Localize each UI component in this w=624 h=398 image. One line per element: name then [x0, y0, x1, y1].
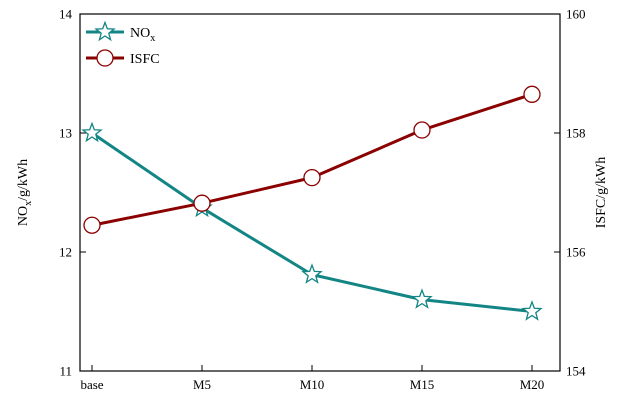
series-nox — [81, 121, 543, 321]
circle-marker — [523, 85, 541, 103]
plot-border — [79, 13, 561, 372]
left-axis-label-rest: /g/kWh — [16, 159, 31, 201]
series-isfc — [83, 85, 541, 234]
right-tick-label: 154 — [566, 364, 586, 379]
circle-marker — [83, 216, 101, 234]
x-axis-ticks: base M5 M10 M15 M20 — [80, 365, 544, 392]
series-line — [91, 131, 533, 313]
right-tick-label: 158 — [566, 126, 586, 141]
legend-label-nox-main: NO — [130, 26, 150, 41]
star-marker — [81, 121, 103, 143]
legend-item-isfc: ISFC — [86, 49, 160, 67]
left-axis-label-main: NO — [16, 206, 31, 226]
left-tick-label: 14 — [59, 7, 73, 22]
x-tick-label: M20 — [520, 377, 545, 392]
right-axis-ticks: 154 156 158 160 — [554, 7, 586, 379]
left-axis-label: NOx/g/kWh — [16, 159, 34, 226]
circle-marker — [413, 121, 431, 139]
left-axis-ticks: 11 12 13 14 — [59, 7, 86, 379]
series-layer — [81, 85, 543, 321]
legend-label-nox: NOx — [130, 26, 155, 44]
circle-marker — [193, 194, 211, 212]
circle-marker — [303, 168, 321, 187]
x-tick-label: M15 — [410, 377, 435, 392]
legend-star-marker — [94, 20, 116, 42]
series-line — [91, 92, 533, 227]
star-marker — [521, 300, 543, 321]
left-tick-label: 11 — [59, 364, 72, 379]
legend-label-nox-sub: x — [150, 33, 155, 44]
right-tick-label: 156 — [566, 245, 586, 260]
x-tick-label: base — [80, 377, 103, 392]
star-marker — [301, 263, 323, 284]
right-tick-label: 160 — [566, 7, 586, 22]
left-tick-label: 12 — [59, 245, 72, 260]
left-axis-label-sub: x — [23, 201, 34, 206]
legend-label-isfc: ISFC — [130, 52, 160, 67]
legend-item-nox: NOx — [86, 20, 155, 44]
legend-circle-marker — [96, 49, 114, 67]
legend: NOx ISFC — [86, 20, 160, 67]
x-tick-label: M5 — [193, 377, 211, 392]
x-tick-label: M10 — [300, 377, 325, 392]
right-axis-label: ISFC/g/kWh — [594, 157, 609, 229]
plot-frame — [79, 13, 561, 372]
star-marker — [411, 288, 433, 309]
left-tick-label: 13 — [59, 126, 72, 141]
